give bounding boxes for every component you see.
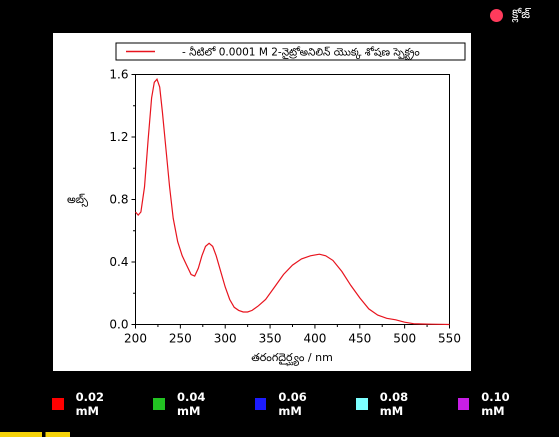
close-label[interactable]: క్లోజ్ — [512, 6, 531, 21]
color-swatch-icon[interactable] — [356, 398, 368, 410]
legend-text: - నీటిలో 0.0001 M 2-నైట్రోఅనిలిన్ యొక్క … — [182, 46, 420, 61]
x-tick-label: 450 — [348, 332, 371, 346]
chart-svg: - నీటిలో 0.0001 M 2-నైట్రోఅనిలిన్ యొక్క … — [67, 42, 466, 367]
y-tick-label: 0.4 — [109, 255, 128, 269]
bottom-strip — [0, 432, 70, 437]
plot-frame — [135, 74, 450, 325]
close-button[interactable]: క్లోజ్ — [490, 4, 530, 26]
x-tick-label: 350 — [259, 332, 282, 346]
color-swatch-icon[interactable] — [52, 398, 64, 410]
x-tick-label: 300 — [214, 332, 237, 346]
series-line-2-nitroaniline — [135, 78, 450, 326]
concentration-item-0_04-mM[interactable]: 0.04 mM — [153, 390, 230, 418]
concentration-label[interactable]: 0.06 mM — [278, 390, 307, 418]
y-tick-label: 1.6 — [109, 68, 128, 82]
concentration-item-0_08-mM[interactable]: 0.08 mM — [356, 390, 433, 418]
concentration-label[interactable]: 0.08 mM — [379, 390, 409, 418]
concentration-label[interactable]: 0.02 mM — [75, 390, 104, 418]
legend-box — [115, 42, 466, 61]
color-swatch-icon[interactable] — [457, 398, 470, 410]
x-tick-label: 250 — [169, 332, 192, 346]
concentration-label[interactable]: 0.04 mM — [176, 390, 206, 418]
color-swatch-icon[interactable] — [254, 398, 267, 410]
concentration-item-0_10-mM[interactable]: 0.10 mM — [457, 390, 535, 418]
close-dot-icon[interactable] — [490, 8, 503, 22]
concentration-item-0_06-mM[interactable]: 0.06 mM — [254, 390, 332, 418]
x-tick-label: 550 — [438, 332, 461, 346]
concentration-item-0_02-mM[interactable]: 0.02 mM — [52, 390, 129, 418]
concentration-label[interactable]: 0.10 mM — [481, 390, 510, 418]
y-tick-label: 1.2 — [109, 130, 128, 144]
y-tick-label: 0.0 — [109, 318, 128, 332]
color-swatch-icon[interactable] — [153, 398, 165, 410]
x-axis-label: తరంగదైర్ఘ్యం / nm — [251, 351, 333, 367]
x-tick-label: 200 — [124, 332, 147, 346]
concentration-legend: 0.02 mM 0.04 mM 0.06 mM 0.08 mM 0.10 mM — [52, 390, 559, 418]
spectrum-chart: - నీటిలో 0.0001 M 2-నైట్రోఅనిలిన్ యొక్క … — [53, 33, 471, 371]
y-tick-label: 0.8 — [109, 193, 128, 207]
y-axis-label: అబ్స్ — [67, 193, 89, 207]
x-tick-label: 500 — [393, 332, 416, 346]
x-tick-label: 400 — [303, 332, 326, 346]
